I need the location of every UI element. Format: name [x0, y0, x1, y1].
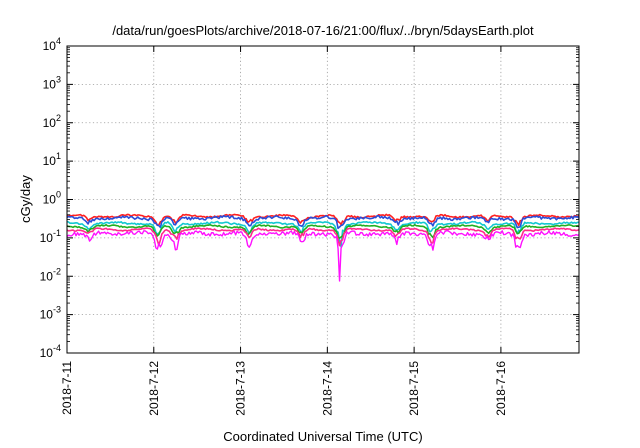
- series-group: [66, 213, 580, 282]
- x-axis-label: Coordinated Universal Time (UTC): [223, 429, 422, 444]
- y-tick-label: 100: [43, 190, 61, 207]
- y-tick-label: 102: [43, 113, 61, 130]
- x-tick-label: 2018-7-13: [234, 361, 248, 416]
- y-axis-label: cGy/day: [18, 175, 33, 223]
- y-tick-label: 10-1: [40, 228, 61, 245]
- x-tick-label: 2018-7-11: [60, 361, 74, 415]
- x-tick-label: 2018-7-12: [147, 361, 161, 416]
- y-tick-label: 10-4: [40, 343, 61, 360]
- y-tick-label: 10-3: [40, 305, 61, 322]
- chart-title: /data/run/goesPlots/archive/2018-07-16/2…: [112, 23, 534, 38]
- x-tick-label: 2018-7-16: [494, 361, 508, 416]
- y-tick-label: 104: [43, 36, 61, 53]
- series-blue: [66, 214, 580, 230]
- series-cyan: [66, 220, 580, 248]
- y-tick-labels: 10-4 10-3 10-2 10-1 100 101 102 103 104: [40, 36, 61, 360]
- series-red: [66, 213, 580, 227]
- axis-ticks: [66, 45, 579, 354]
- x-tick-label: 2018-7-15: [407, 361, 421, 416]
- x-tick-labels: 2018-7-11 2018-7-12 2018-7-13 2018-7-14 2018…: [60, 361, 508, 416]
- y-tick-label: 103: [43, 74, 61, 91]
- series-green: [66, 223, 580, 239]
- grid: [67, 46, 579, 353]
- y-tick-label: 101: [43, 151, 61, 168]
- series-pink: [66, 227, 580, 247]
- x-tick-label: 2018-7-14: [320, 361, 334, 416]
- series-magenta: [66, 229, 580, 282]
- y-tick-label: 10-2: [40, 266, 61, 283]
